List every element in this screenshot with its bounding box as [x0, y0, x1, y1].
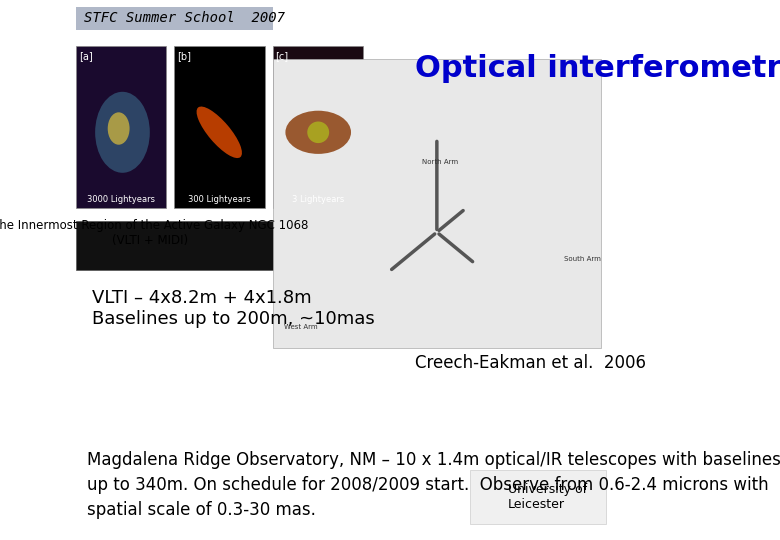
FancyBboxPatch shape — [470, 470, 606, 524]
Text: The Innermost Region of the Active Galaxy NGC 1068
(VLTI + MIDI): The Innermost Region of the Active Galax… — [0, 219, 308, 247]
Text: [a]: [a] — [79, 51, 93, 62]
FancyBboxPatch shape — [273, 46, 363, 208]
Text: Optical interferometry: Optical interferometry — [415, 54, 780, 83]
Text: 300 Lightyears: 300 Lightyears — [188, 194, 251, 204]
Ellipse shape — [108, 112, 129, 145]
FancyBboxPatch shape — [76, 46, 166, 208]
Text: 3 Lightyears: 3 Lightyears — [292, 194, 344, 204]
Text: Creech-Eakman et al.  2006: Creech-Eakman et al. 2006 — [415, 354, 646, 372]
Ellipse shape — [285, 111, 351, 154]
FancyBboxPatch shape — [273, 59, 601, 348]
Text: VLTI – 4x8.2m + 4x1.8m
Baselines up to 200m, ~10mas: VLTI – 4x8.2m + 4x1.8m Baselines up to 2… — [92, 289, 375, 328]
Ellipse shape — [197, 106, 242, 158]
Text: South Arm: South Arm — [564, 256, 601, 262]
Text: West Arm: West Arm — [284, 323, 317, 330]
FancyBboxPatch shape — [76, 221, 371, 270]
Text: North Arm: North Arm — [421, 159, 458, 165]
Text: University of
Leicester: University of Leicester — [508, 483, 587, 511]
FancyBboxPatch shape — [175, 46, 264, 208]
Text: Magdalena Ridge Observatory, NM – 10 x 1.4m optical/IR telescopes with baselines: Magdalena Ridge Observatory, NM – 10 x 1… — [87, 451, 780, 519]
Ellipse shape — [95, 92, 150, 173]
Text: [b]: [b] — [177, 51, 191, 62]
Text: 3000 Lightyears: 3000 Lightyears — [87, 194, 155, 204]
Text: STFC Summer School  2007: STFC Summer School 2007 — [84, 11, 285, 25]
FancyBboxPatch shape — [76, 7, 273, 30]
Text: [c]: [c] — [275, 51, 289, 62]
Ellipse shape — [307, 122, 329, 143]
